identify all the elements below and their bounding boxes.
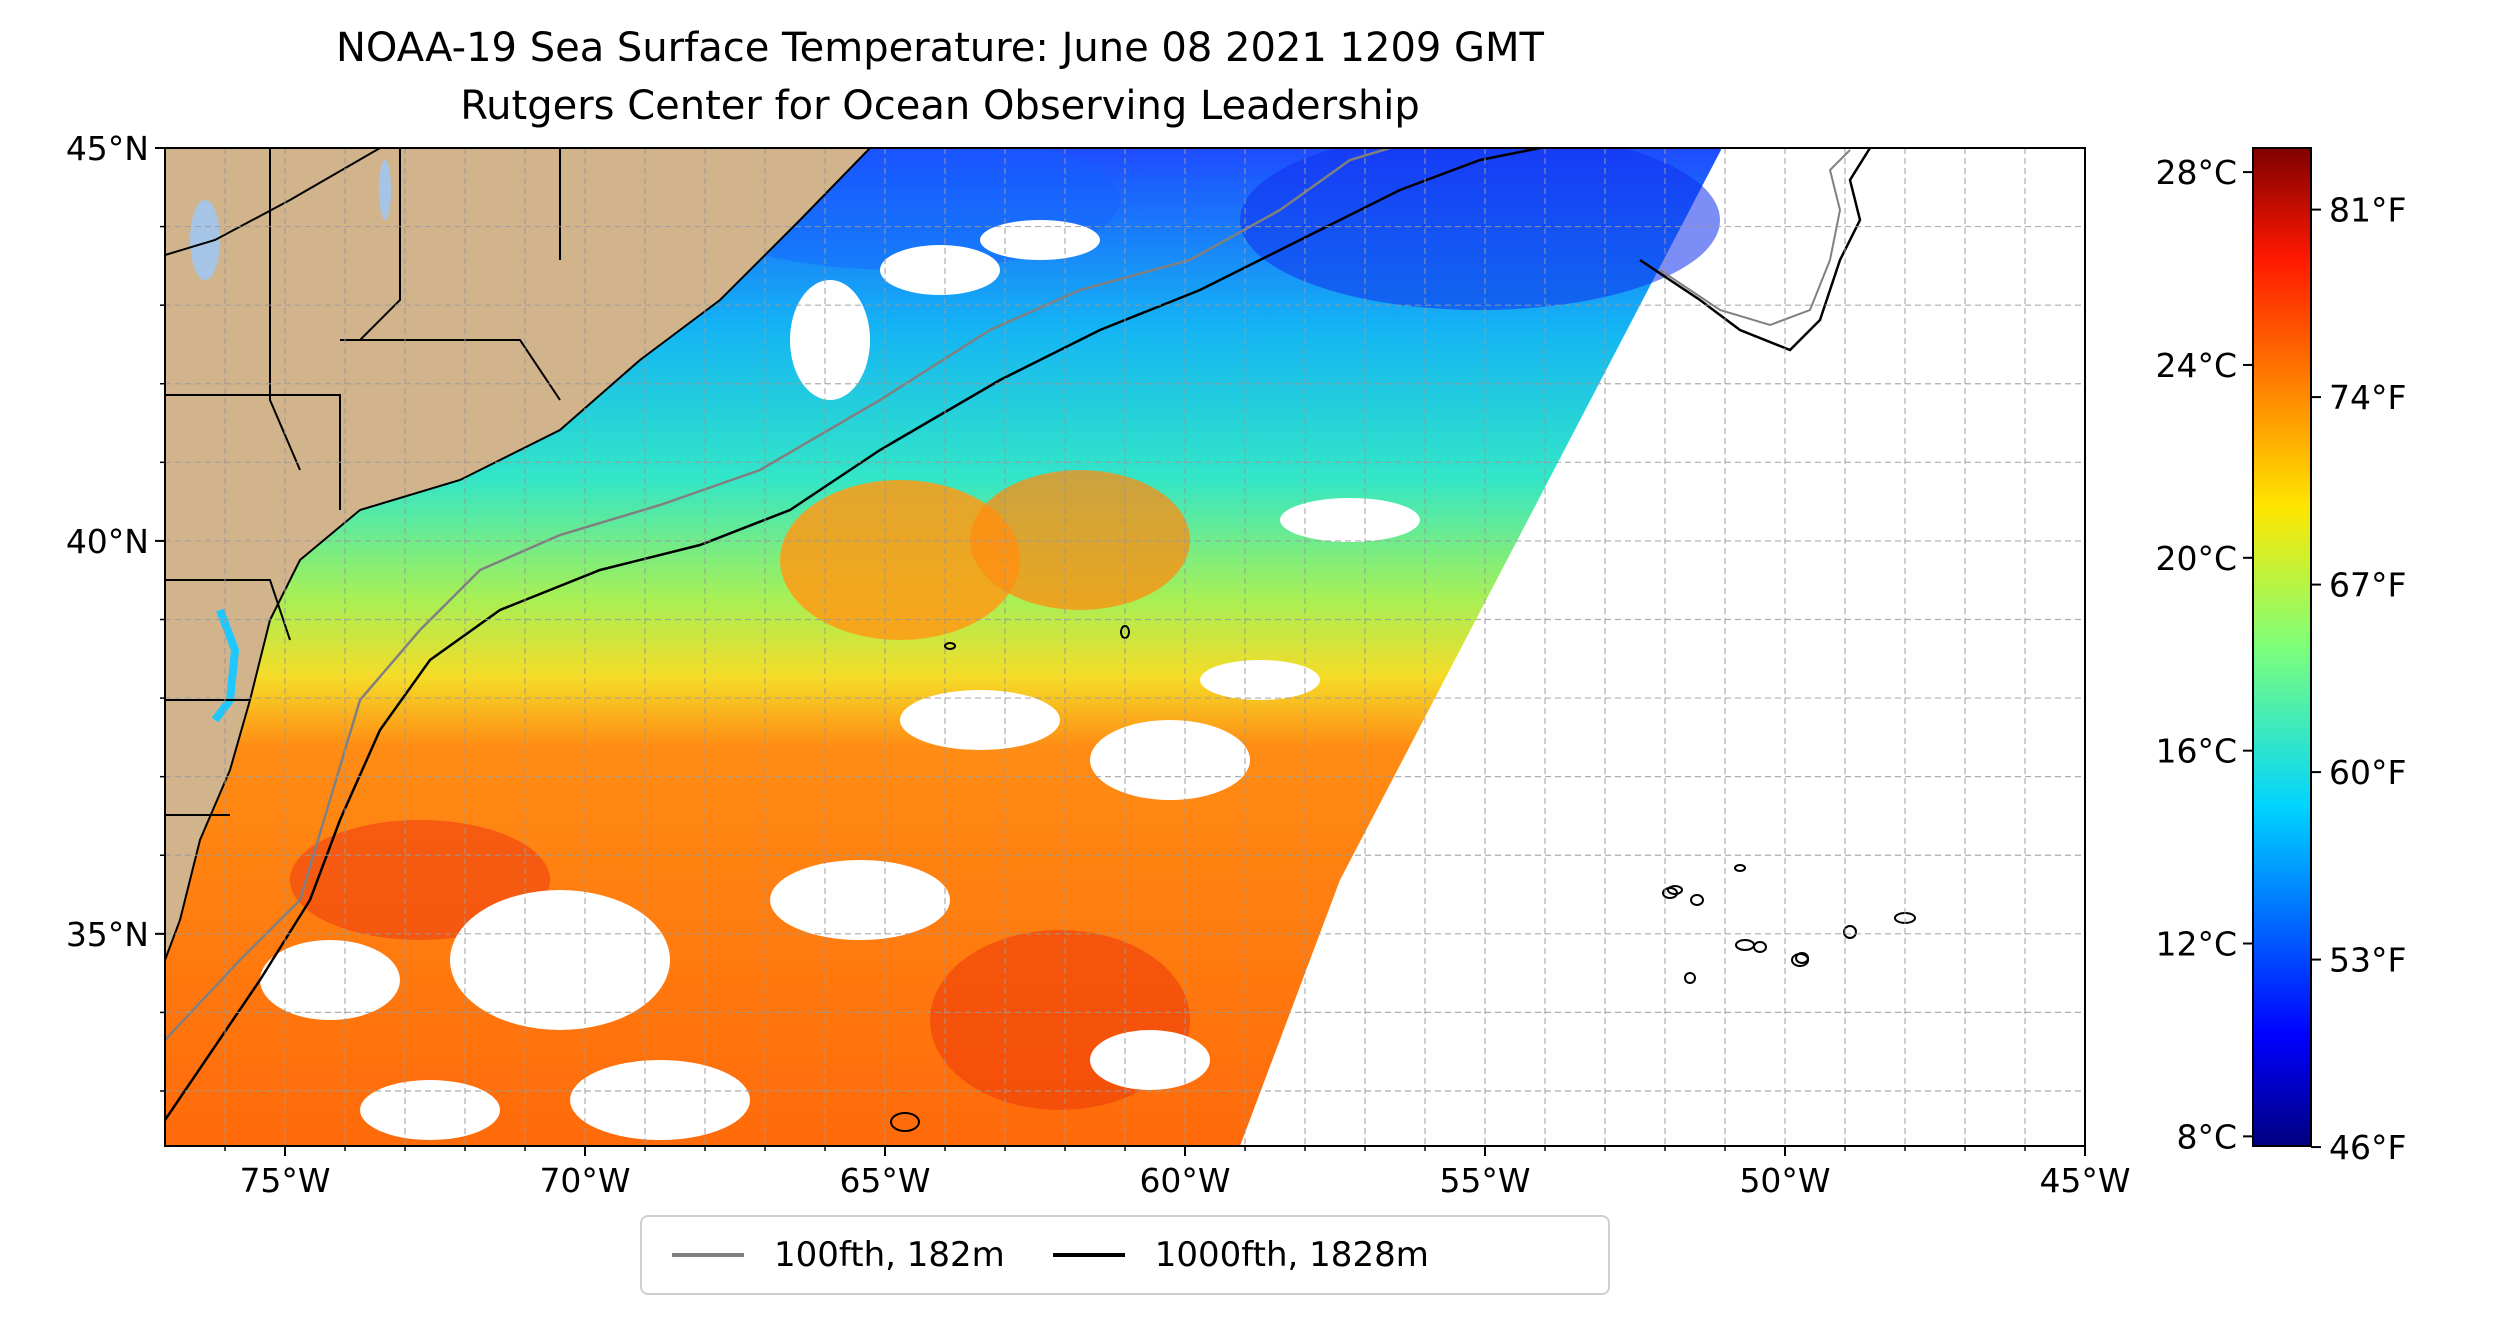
chesapeake-bay	[211, 608, 240, 723]
map-subtitle: Rutgers Center for Ocean Observing Leade…	[460, 83, 1420, 129]
isobath-100fth	[165, 148, 1391, 1041]
latitude-tick-label: 45°N	[66, 129, 149, 168]
fahrenheit-tick-label: 67°F	[2329, 566, 2406, 605]
coastline	[165, 148, 871, 961]
fahrenheit-tick-label: 60°F	[2329, 753, 2406, 792]
celsius-tick-label: 8°C	[2176, 1117, 2237, 1156]
grand-banks-contour	[1639, 148, 1872, 352]
warm-eddy	[970, 470, 1190, 610]
cold-water	[1240, 148, 1720, 310]
latitude-axis: 45°N 40°N 35°N	[66, 129, 165, 1092]
longitude-tick-label: 75°W	[239, 1161, 330, 1200]
longitude-tick-label: 45°W	[2039, 1161, 2130, 1200]
legend-entry-100fth: 100fth, 182m	[672, 1235, 1005, 1275]
latitude-tick-label: 35°N	[66, 915, 149, 954]
legend-swatch-gray-line	[672, 1253, 744, 1257]
cloud-mask	[260, 160, 1420, 1140]
legend: 100fth, 182m 1000fth, 1828m	[640, 1215, 1610, 1295]
colorbar-celsius-axis: 28°C 24°C 20°C 16°C 12°C 8°C	[2155, 153, 2253, 1156]
warm-eddy	[780, 480, 1020, 640]
legend-entry-1000fth: 1000fth, 1828m	[1052, 1235, 1429, 1275]
lake	[190, 200, 220, 280]
seamounts	[890, 625, 1916, 1132]
map-area	[165, 148, 1916, 1146]
isobath-1000fth	[165, 148, 1541, 1121]
longitude-tick-label: 55°W	[1439, 1161, 1530, 1200]
celsius-tick-label: 20°C	[2155, 539, 2237, 578]
celsius-tick-label: 12°C	[2155, 925, 2237, 964]
longitude-tick-label: 70°W	[539, 1161, 630, 1200]
colorbar-fahrenheit-axis: 81°F 74°F 67°F 60°F 53°F 46°F	[2311, 191, 2406, 1167]
grand-banks-contour-100	[1659, 149, 1851, 327]
longitude-axis: 75°W 70°W 65°W 60°W 55°W 50°W 45°W	[224, 1146, 2131, 1200]
celsius-tick-label: 28°C	[2155, 153, 2237, 192]
lake	[379, 160, 391, 220]
state-borders	[165, 148, 561, 816]
longitude-tick-label: 65°W	[839, 1161, 930, 1200]
land-mass	[165, 148, 870, 960]
colorbar	[2252, 147, 2312, 1147]
fahrenheit-tick-label: 81°F	[2329, 191, 2406, 230]
fahrenheit-tick-label: 74°F	[2329, 378, 2406, 417]
latitude-tick-label: 40°N	[66, 522, 149, 561]
legend-swatch-black-line	[1052, 1253, 1125, 1257]
map-title: NOAA-19 Sea Surface Temperature: June 08…	[335, 25, 1544, 71]
longitude-tick-label: 50°W	[1739, 1161, 1830, 1200]
map-gridlines	[165, 148, 2085, 1146]
legend-label: 100fth, 182m	[774, 1235, 1005, 1275]
celsius-tick-label: 16°C	[2155, 732, 2237, 771]
fahrenheit-tick-label: 53°F	[2329, 941, 2406, 980]
longitude-tick-label: 60°W	[1139, 1161, 1230, 1200]
celsius-tick-label: 24°C	[2155, 346, 2237, 385]
fahrenheit-tick-label: 46°F	[2329, 1128, 2406, 1167]
legend-label: 1000fth, 1828m	[1154, 1235, 1429, 1275]
